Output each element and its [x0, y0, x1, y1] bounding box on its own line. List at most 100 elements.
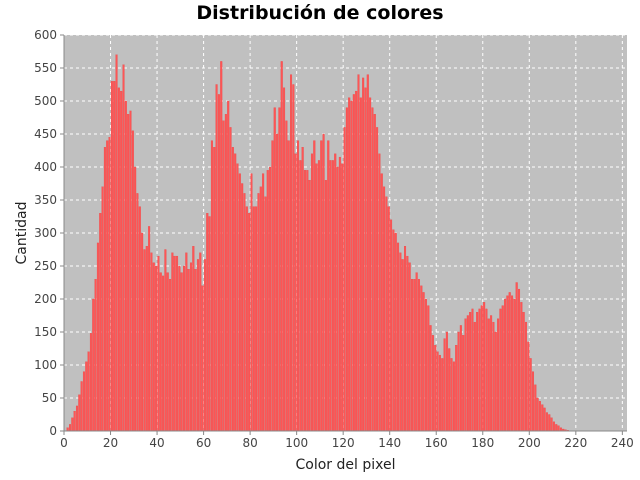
histogram-bar — [417, 279, 420, 432]
histogram-bar — [448, 348, 451, 432]
x-tick-label: 120 — [332, 436, 355, 450]
histogram-bar — [473, 321, 476, 432]
y-tick-label: 350 — [34, 193, 57, 207]
x-tick-label: 140 — [378, 436, 401, 450]
histogram-bar — [229, 127, 232, 432]
histogram-bar — [397, 242, 400, 432]
histogram-bar — [231, 147, 234, 432]
histogram-bar — [69, 424, 72, 432]
histogram-bar — [359, 97, 362, 432]
histogram-bar — [110, 81, 113, 432]
histogram-bar — [383, 186, 386, 432]
histogram-bar — [224, 114, 227, 432]
y-tick-label: 600 — [34, 28, 57, 42]
axes: 0 20 40 60 80 100 120 140 160 180 200 220 240 0 50 100 1… — [34, 28, 634, 450]
histogram-bar — [245, 206, 248, 432]
bars — [66, 54, 569, 432]
histogram-bar — [438, 354, 441, 432]
histogram-bar — [252, 206, 255, 432]
histogram-bar — [292, 84, 295, 432]
x-tick-label: 220 — [564, 436, 587, 450]
histogram-bar — [145, 246, 148, 432]
histogram-bar — [238, 173, 241, 432]
histogram-bar — [531, 371, 534, 432]
histogram-bar — [203, 259, 206, 432]
histogram-bar — [471, 308, 474, 432]
histogram-bar — [301, 147, 304, 432]
histogram-bar — [113, 81, 116, 432]
histogram-bar — [513, 298, 516, 432]
histogram-bar — [75, 405, 79, 432]
histogram-bar — [255, 206, 258, 432]
histogram-bar — [434, 345, 437, 432]
histogram-bar — [466, 315, 469, 432]
x-tick-label: 160 — [425, 436, 448, 450]
histogram-bar — [408, 262, 411, 432]
histogram-bar — [322, 133, 325, 432]
histogram-bar — [73, 411, 76, 432]
histogram-bar — [355, 90, 358, 432]
histogram-bar — [236, 163, 239, 432]
histogram-bar — [376, 127, 379, 432]
histogram-bar — [159, 272, 162, 432]
histogram-bar — [352, 94, 355, 432]
histogram-bar — [345, 107, 348, 432]
histogram-bar — [520, 302, 523, 432]
histogram-bar — [506, 295, 509, 432]
histogram-bar — [122, 64, 125, 432]
histogram-bar — [192, 246, 195, 432]
histogram-bar — [371, 107, 374, 432]
x-tick-label: 0 — [60, 436, 68, 450]
x-tick-label: 40 — [149, 436, 164, 450]
histogram-bar — [106, 140, 109, 432]
histogram-bar — [262, 173, 265, 432]
histogram-bar — [155, 265, 158, 432]
histogram-bar — [294, 153, 297, 432]
histogram-bar — [243, 193, 246, 432]
histogram-bar — [552, 421, 555, 432]
histogram-bar — [415, 272, 418, 432]
histogram-bar — [290, 74, 293, 432]
histogram-bar — [103, 147, 106, 432]
histogram-bar — [515, 282, 518, 432]
histogram-bar — [364, 87, 367, 432]
histogram-bar — [443, 338, 446, 432]
histogram-bar — [115, 54, 118, 432]
histogram-bar — [327, 140, 330, 432]
histogram-bar — [390, 219, 393, 432]
histogram-bar — [545, 412, 548, 432]
histogram-bar — [492, 321, 495, 432]
histogram-bar — [287, 140, 290, 432]
histogram-bar — [299, 160, 302, 432]
histogram-bar — [387, 206, 390, 432]
histogram-bar — [269, 166, 272, 432]
histogram-bar — [187, 269, 190, 432]
histogram-bar — [441, 358, 444, 432]
histogram-bar — [215, 84, 218, 432]
histogram-bar — [485, 308, 488, 432]
histogram-bar — [178, 265, 181, 432]
histogram-bar — [208, 216, 211, 432]
histogram-bar — [138, 206, 141, 432]
histogram-bar — [336, 166, 339, 432]
histogram-bar — [557, 425, 560, 432]
histogram-bar — [285, 120, 288, 432]
histogram-bar — [483, 302, 486, 432]
histogram-bar — [141, 232, 144, 432]
histogram-bar — [536, 397, 539, 432]
histogram-bar — [445, 331, 448, 432]
histogram-bar — [362, 77, 365, 432]
histogram-bar — [308, 180, 311, 432]
histogram-bar — [366, 74, 369, 432]
histogram-bar — [348, 97, 351, 432]
histogram-bar — [194, 269, 197, 432]
histogram-bar — [171, 252, 174, 432]
histogram-bar — [410, 279, 414, 432]
histogram-bar — [248, 213, 251, 432]
histogram-bar — [529, 358, 532, 432]
histogram-bar — [338, 156, 341, 432]
histogram-bar — [303, 170, 307, 432]
histogram-bar — [399, 252, 402, 432]
histogram-bar — [555, 424, 558, 432]
